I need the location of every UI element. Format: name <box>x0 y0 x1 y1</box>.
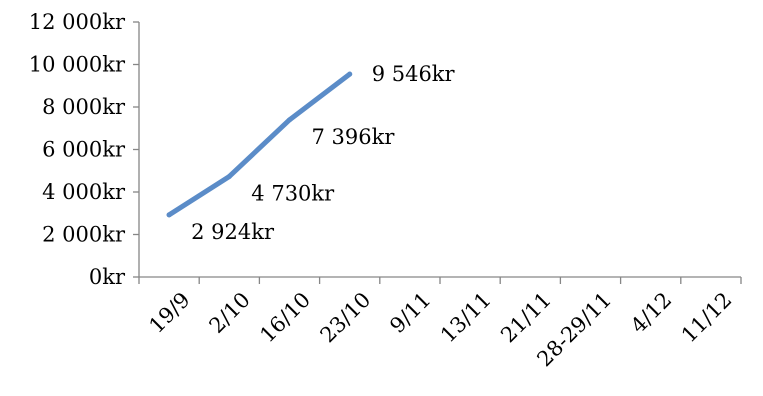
y-tick-label: 6 000kr <box>42 138 126 162</box>
y-tick-label: 8 000kr <box>42 95 126 119</box>
series-layer <box>166 71 353 218</box>
x-tick-label: 2/10 <box>205 288 255 338</box>
data-point <box>226 173 232 179</box>
y-tick-label: 0kr <box>89 265 126 289</box>
data-label: 9 546kr <box>372 62 456 86</box>
data-point <box>287 117 292 123</box>
y-tick-label: 2 000kr <box>42 223 126 247</box>
x-tick-label: 19/9 <box>144 288 194 338</box>
data-point <box>166 212 172 218</box>
x-tick-label: 4/12 <box>626 288 676 338</box>
x-tick-label: 11/12 <box>677 288 737 348</box>
y-tick-label: 4 000kr <box>42 180 126 204</box>
x-tick-label: 9/11 <box>385 288 435 338</box>
y-tick-label: 12 000kr <box>29 10 126 34</box>
series-line <box>166 71 353 218</box>
data-label: 2 924kr <box>191 220 275 244</box>
y-tick-label: 10 000kr <box>29 53 126 77</box>
x-axis: 19/9 2/10 16/10 23/10 9/11 13/11 21/1128-29/11… <box>138 276 742 371</box>
x-tick-label: 16/10 <box>255 288 315 348</box>
data-label: 7 396kr <box>312 125 396 149</box>
data-labels: 2 924kr 4 730kr 7 396kr 9 546kr <box>191 62 455 244</box>
y-axis: 0kr 2 000kr 4 000kr 6 000kr 8 000kr 10 000kr 1… <box>29 10 140 289</box>
data-label: 4 730kr <box>251 181 335 205</box>
data-point <box>347 71 353 77</box>
x-tick-label: 13/11 <box>436 288 496 348</box>
x-tick-label: 23/10 <box>316 288 376 348</box>
